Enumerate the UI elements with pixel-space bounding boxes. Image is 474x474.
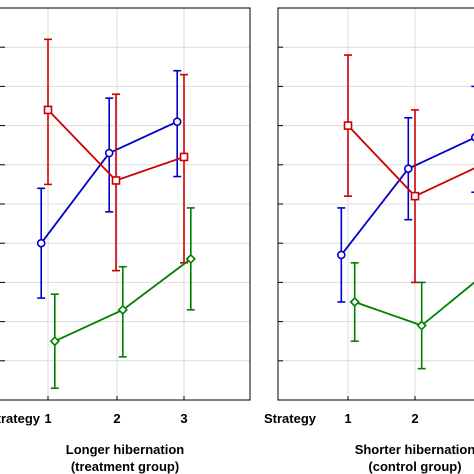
x-tick-label: 2 — [113, 411, 120, 426]
data-point — [49, 336, 60, 347]
x-axis-prefix-label: Strategy — [264, 411, 317, 426]
data-point — [416, 320, 427, 331]
x-tick-label: 1 — [344, 411, 351, 426]
series-1 — [43, 38, 189, 272]
x-axis-prefix-label: Strategy — [0, 411, 41, 426]
panel-shorter-hibernation: Strategy123Shorter hibernation(control g… — [264, 7, 474, 474]
x-axis-label-line1: Shorter hibernation — [355, 442, 474, 457]
x-tick-label: 1 — [44, 411, 51, 426]
data-point — [343, 121, 353, 130]
plot-frame — [0, 7, 251, 401]
series-0 — [336, 85, 474, 303]
data-point — [43, 105, 53, 115]
x-axis-label-line1: Longer hibernation — [66, 442, 185, 457]
x-axis-label-line2: (control group) — [368, 459, 461, 474]
data-point — [111, 176, 121, 185]
x-axis-label-line2: (treatment group) — [71, 459, 179, 474]
x-tick-label: 3 — [180, 411, 187, 426]
series-line — [347, 124, 474, 198]
data-point — [403, 164, 413, 174]
series-0 — [36, 69, 182, 299]
data-point — [336, 250, 346, 260]
series-1 — [343, 54, 474, 284]
data-point — [349, 296, 360, 308]
x-tick-label: 2 — [411, 411, 418, 426]
series-2 — [349, 261, 474, 370]
series-2 — [49, 207, 196, 390]
data-point — [410, 191, 420, 201]
data-point — [471, 133, 474, 142]
data-point — [104, 148, 114, 158]
data-point — [179, 152, 189, 162]
data-point — [185, 253, 196, 265]
data-point — [36, 238, 46, 248]
data-point — [117, 304, 128, 315]
data-point — [172, 117, 182, 126]
